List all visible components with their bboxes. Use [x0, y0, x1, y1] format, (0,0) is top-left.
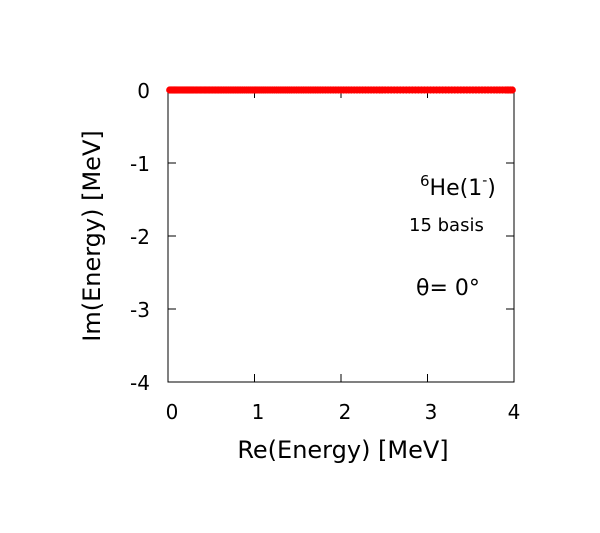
- x-tick-label: 2: [339, 400, 352, 424]
- x-tick-label: 1: [252, 400, 265, 424]
- x-tick-label: 3: [425, 400, 438, 424]
- theta-label: θ= 0°: [416, 276, 480, 301]
- nucleus-symbol: He(1: [430, 176, 483, 201]
- data-points: [166, 86, 516, 94]
- y-tick-label: -4: [130, 371, 150, 395]
- x-tick-label: 0: [166, 400, 179, 424]
- x-tick-label: 4: [508, 400, 521, 424]
- nucleus-mass: 6: [420, 172, 430, 190]
- y-tick-label: -1: [130, 152, 150, 176]
- data-point: [508, 86, 516, 94]
- x-axis-title: Re(Energy) [MeV]: [237, 436, 448, 464]
- plot-frame: [167, 89, 515, 383]
- y-axis-title: Im(Energy) [MeV]: [78, 130, 106, 341]
- y-tick-label: -2: [130, 225, 150, 249]
- basis-label: 15 basis: [409, 215, 484, 236]
- axis-ticks: [167, 89, 515, 383]
- y-tick-label: -3: [130, 298, 150, 322]
- y-tick-label: 0: [137, 79, 150, 103]
- nucleus-label: 6He(1-): [420, 172, 496, 201]
- nucleus-parity: -: [482, 173, 487, 189]
- nucleus-close: ): [487, 176, 496, 201]
